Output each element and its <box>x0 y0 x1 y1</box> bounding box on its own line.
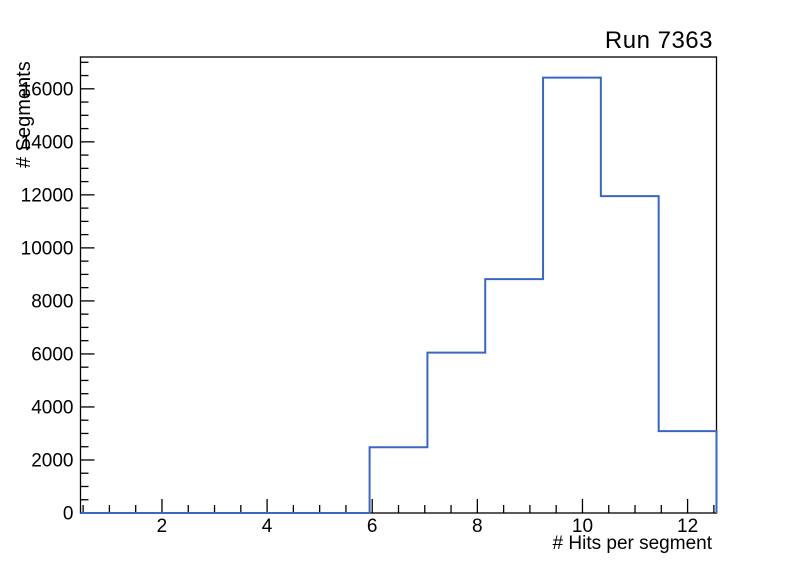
y-tick-label: 6000 <box>31 344 73 365</box>
x-axis-title: # Hits per segment <box>552 533 712 554</box>
y-tick-label: 2000 <box>31 450 73 471</box>
y-tick-label: 8000 <box>31 291 73 312</box>
y-tick-label: 0 <box>63 504 74 525</box>
x-tick-label: 4 <box>262 516 273 537</box>
histogram-line <box>80 76 718 514</box>
y-tick-label: 12000 <box>21 185 74 206</box>
plot-frame <box>79 56 718 514</box>
y-tick-label: 4000 <box>31 397 73 418</box>
x-tick-label: 8 <box>472 516 483 537</box>
x-tick-label: 12 <box>677 516 698 537</box>
x-tick-label: 6 <box>367 516 378 537</box>
y-tick-label: 10000 <box>21 238 74 259</box>
x-tick-label: 2 <box>157 516 168 537</box>
plot-title: Run 7363 <box>604 27 713 54</box>
x-tick-label: 10 <box>572 516 593 537</box>
y-tick-label: 16000 <box>21 79 74 100</box>
y-tick-label: 14000 <box>21 132 74 153</box>
y-axis-title: # Segments <box>13 61 35 168</box>
